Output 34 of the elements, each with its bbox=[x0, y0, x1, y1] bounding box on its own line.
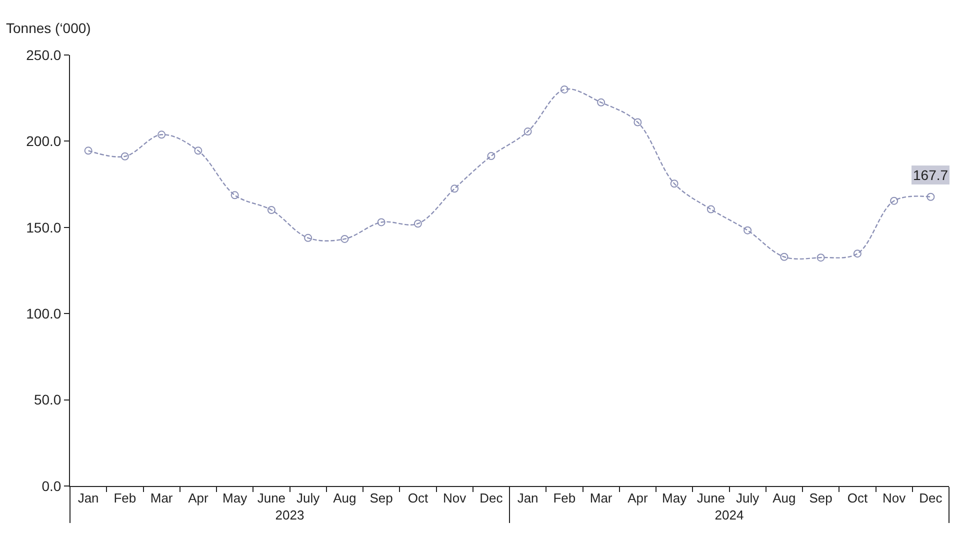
x-tick-label: Nov bbox=[442, 490, 467, 506]
x-tick-label: Nov bbox=[882, 490, 906, 506]
text: 2024 bbox=[714, 508, 744, 523]
y-tick-label: 150.0 bbox=[26, 219, 62, 236]
x-tick-label: Sep bbox=[370, 490, 393, 506]
data-label: 167.7 bbox=[913, 167, 948, 183]
x-tick-label: Jan bbox=[78, 490, 99, 506]
x-tick-label: Jan bbox=[517, 490, 538, 506]
x-tick-label: May bbox=[222, 490, 248, 506]
x-tick-label: Apr bbox=[188, 490, 209, 506]
x-tick-label: Oct bbox=[408, 490, 428, 506]
text: 2023 bbox=[275, 508, 304, 523]
x-tick-label: May bbox=[662, 490, 688, 506]
x-tick-label: Mar bbox=[590, 490, 613, 506]
y-tick-label: 200.0 bbox=[26, 133, 62, 150]
x-tick-label: June bbox=[257, 490, 286, 506]
y-tick-label: 50.0 bbox=[34, 392, 62, 408]
x-tick-label: July bbox=[296, 490, 320, 506]
y-tick-label: 100.0 bbox=[26, 306, 62, 322]
x-tick-label: Mar bbox=[150, 490, 174, 506]
x-tick-label: Dec bbox=[919, 490, 943, 506]
x-tick-label: Feb bbox=[114, 490, 136, 506]
y-tick-label: 0.0 bbox=[42, 478, 62, 494]
x-tick-label: Oct bbox=[847, 490, 868, 506]
x-tick-label: Aug bbox=[333, 490, 356, 506]
y-axis-title: Tonnes (‘000) bbox=[6, 20, 91, 36]
x-tick-label: Dec bbox=[480, 490, 504, 506]
y-tick-label: 250.0 bbox=[26, 46, 62, 63]
x-tick-label: Apr bbox=[628, 490, 648, 506]
x-tick-label: Aug bbox=[772, 490, 796, 506]
x-tick-label: Sep bbox=[809, 490, 832, 506]
x-tick-label: July bbox=[736, 490, 760, 506]
x-tick-label: June bbox=[696, 490, 726, 506]
x-tick-label: Feb bbox=[553, 490, 576, 506]
